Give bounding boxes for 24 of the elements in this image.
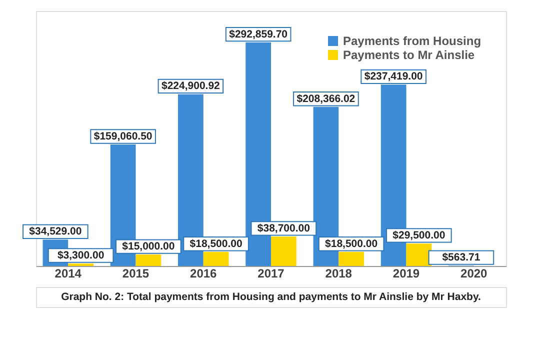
data-label: $208,366.02 xyxy=(296,92,356,105)
legend-label: Payments from Housing xyxy=(343,34,482,48)
data-label: $224,900.92 xyxy=(161,80,220,92)
data-label: $38,700.00 xyxy=(257,222,310,234)
data-label: $159,060.50 xyxy=(94,130,152,143)
legend-label: Payments to Mr Ainslie xyxy=(343,48,475,62)
data-label: $563.71 xyxy=(442,252,480,264)
x-tick-label: 2016 xyxy=(190,266,218,280)
data-label: $15,000.00 xyxy=(122,240,175,253)
data-label: $237,419.00 xyxy=(364,70,423,83)
data-label: $18,500.00 xyxy=(190,238,242,250)
bar xyxy=(68,263,94,266)
x-tick-label: 2018 xyxy=(325,266,352,280)
x-tick-label: 2014 xyxy=(54,266,82,280)
x-tick-label: 2015 xyxy=(122,266,150,280)
data-label: $34,529.00 xyxy=(29,226,82,238)
data-label: $292,859.70 xyxy=(229,28,288,40)
data-label: $18,500.00 xyxy=(325,238,378,250)
x-tick-label: 2019 xyxy=(392,266,420,280)
x-tick-label: 2017 xyxy=(258,266,285,280)
x-tick-label: 2020 xyxy=(460,266,488,280)
data-label: $3,300.00 xyxy=(57,249,104,262)
text: Graph No. 2: Total payments from Housing and payments to Mr Ainslie by Mr Haxby. xyxy=(61,291,482,303)
data-label: $29,500.00 xyxy=(392,229,446,242)
